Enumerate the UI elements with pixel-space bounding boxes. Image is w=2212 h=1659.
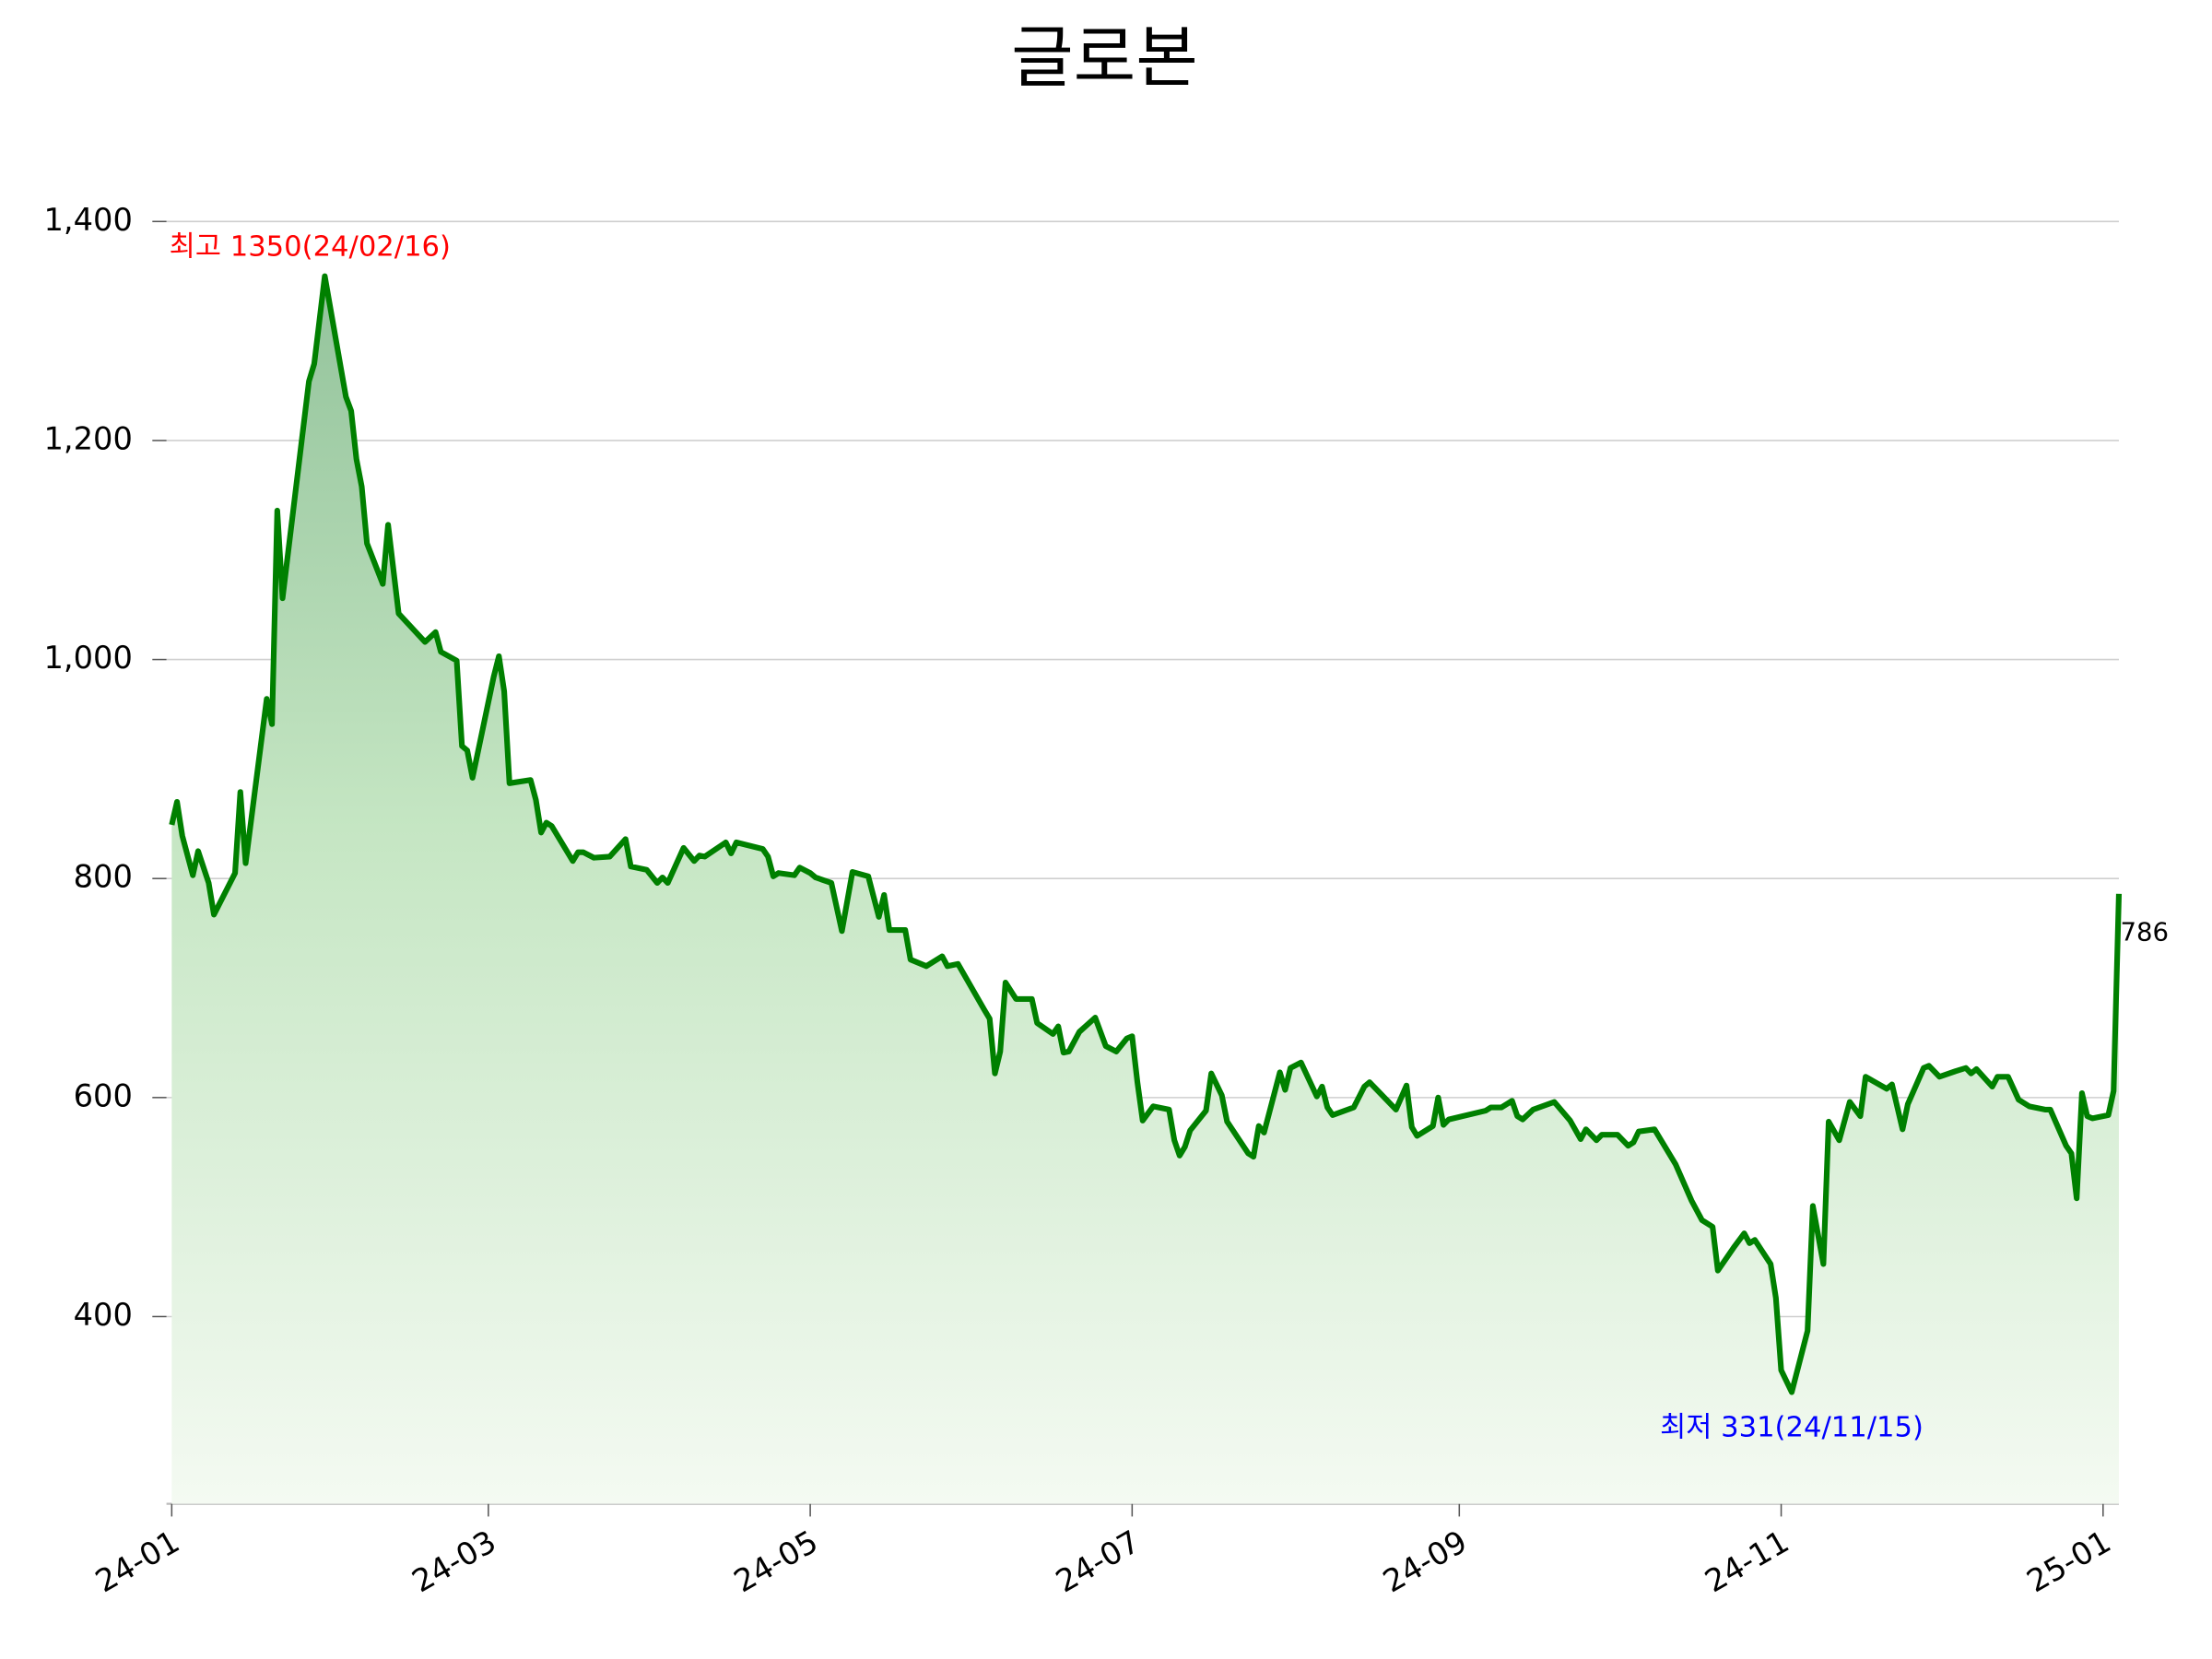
- x-tick-label: 24-07: [1050, 1524, 1146, 1600]
- y-tick-label: 1,400: [44, 202, 133, 238]
- min-annotation: 최저 331(24/11/15): [1660, 1412, 1924, 1444]
- x-tick-label: 24-05: [728, 1524, 824, 1600]
- x-tick-label: 24-01: [89, 1524, 185, 1600]
- y-tick-label: 1,000: [44, 640, 133, 676]
- max-annotation: 최고 1350(24/02/16): [170, 231, 451, 264]
- x-tick-label: 24-09: [1377, 1524, 1473, 1600]
- y-tick-label: 1,200: [44, 420, 133, 456]
- y-tick-label: 800: [74, 859, 133, 895]
- area: [171, 276, 2119, 1504]
- y-tick-label: 600: [74, 1077, 133, 1113]
- price-line: [169, 273, 2123, 1395]
- x-tick-label: 24-03: [406, 1524, 502, 1600]
- x-tick-label: 25-01: [2020, 1524, 2116, 1600]
- x-tick-label: 24-11: [1699, 1524, 1794, 1600]
- chart-title: 글로본: [1011, 18, 1198, 97]
- last-value-label: 786: [2121, 918, 2170, 947]
- y-tick-label: 400: [74, 1297, 133, 1333]
